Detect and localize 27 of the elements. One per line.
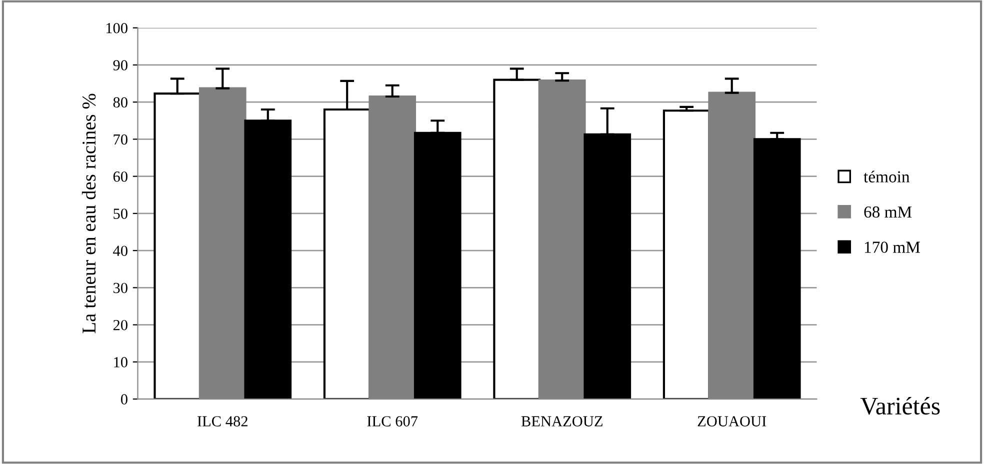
y-tick-label: 100 [106,22,128,34]
bar [584,133,632,400]
bar [493,78,541,400]
x-tick-label: ZOUAOUI [698,416,766,426]
x-tick-label: ILC 482 [198,416,248,426]
y-tick-label: 70 [114,134,128,145]
y-tick-label: 10 [114,357,128,368]
bar [244,120,292,400]
bar [414,132,462,400]
y-tick-label: 50 [114,208,128,219]
bar [753,138,801,400]
x-axis-title: Variétés [860,396,940,415]
y-tick-label: 60 [113,171,128,182]
y-tick-label: 40 [113,246,128,256]
x-tick-label: BENAZOUZ [521,416,602,426]
y-tick-label: 30 [113,282,128,294]
y-tick-label: 0 [120,394,128,404]
bar [662,110,710,400]
legend-label: 68 mM [864,206,912,218]
y-axis-title: La teneur en eau des racines % [82,94,96,334]
legend-label: 170 mM [864,242,920,253]
y-tick-label: 20 [113,320,128,330]
y-tick-label: 80 [113,97,128,108]
bar [323,108,371,400]
y-tick-label: 90 [113,60,128,70]
legend-label: témoin [864,170,910,182]
x-tick-label: ILC 607 [367,416,418,426]
